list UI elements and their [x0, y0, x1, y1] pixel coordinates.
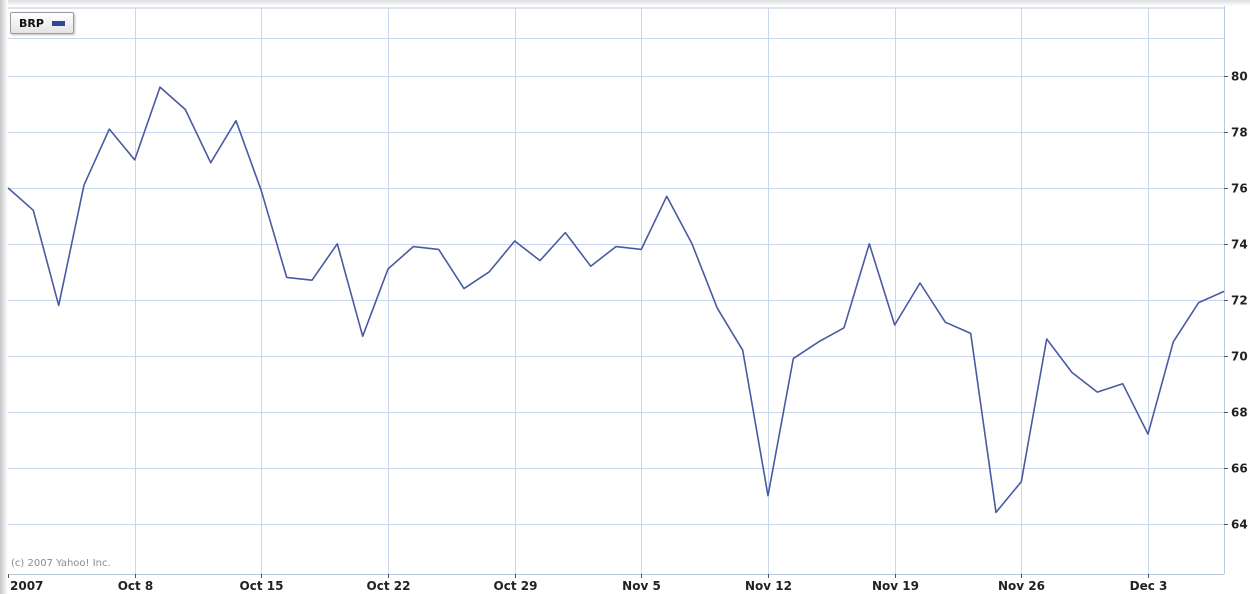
legend[interactable]: BRP: [10, 12, 74, 34]
y-tick-label: 64: [1231, 518, 1248, 532]
legend-symbol: BRP: [19, 16, 44, 30]
y-tick-label: 72: [1231, 294, 1248, 308]
x-tick-label: Nov 5: [622, 579, 661, 593]
y-tick-label: 68: [1231, 406, 1248, 420]
left-border: [0, 0, 8, 594]
x-tick-label: Nov 12: [745, 579, 792, 593]
x-tick-label: Oct 15: [240, 579, 284, 593]
y-tick-label: 80: [1231, 70, 1248, 84]
x-tick-label: Dec 3: [1130, 579, 1168, 593]
top-border: [0, 0, 1250, 6]
x-tick-label: Oct 22: [367, 579, 411, 593]
x-tick-label: Oct 8: [118, 579, 154, 593]
x-tick-label: Nov 19: [872, 579, 919, 593]
y-tick-label: 70: [1231, 350, 1248, 364]
y-tick-label: 66: [1231, 462, 1248, 476]
x-tick-label: Nov 26: [998, 579, 1045, 593]
series-line-brp: [7, 86, 1225, 514]
copyright-text: (c) 2007 Yahoo! Inc.: [11, 558, 111, 569]
y-tick-label: 78: [1231, 126, 1248, 140]
x-tick-label: Oct 29: [494, 579, 538, 593]
x-tick-label: 2007: [10, 579, 43, 593]
y-tick-label: 76: [1231, 182, 1248, 196]
legend-swatch: [51, 20, 65, 26]
y-tick-label: 74: [1231, 238, 1248, 252]
